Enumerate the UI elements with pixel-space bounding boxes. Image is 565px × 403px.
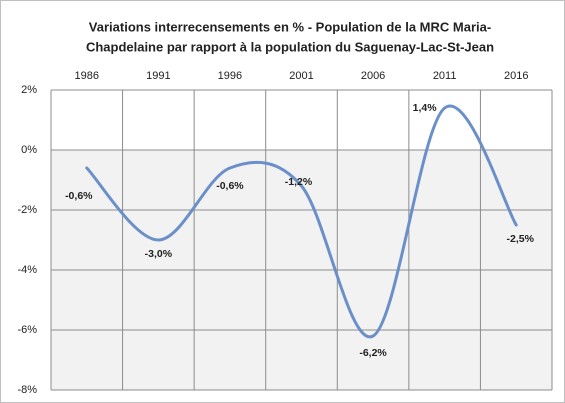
line-series (85, 104, 518, 339)
x-tick-label: 2016 (504, 70, 528, 82)
x-tick-label: 2001 (289, 70, 313, 82)
y-tick-label: -8% (17, 384, 37, 396)
y-tick-label: -4% (17, 264, 37, 276)
chart-title: Chapdelaine par rapport à la population … (86, 39, 494, 54)
data-label: -6,2% (359, 347, 387, 359)
x-tick-label: 1986 (75, 70, 99, 82)
x-tick-label: 2011 (433, 70, 457, 82)
data-label: -2,5% (506, 233, 534, 245)
data-label: -1,2% (285, 176, 313, 188)
chart-title: Variations interrecensements en % - Popu… (89, 19, 491, 34)
x-tick-label: 1996 (218, 70, 242, 82)
x-tick-label: 1991 (146, 70, 170, 82)
data-label: 1,4% (413, 102, 438, 114)
y-tick-label: -2% (17, 204, 37, 216)
data-label: -3,0% (145, 248, 173, 260)
data-label: -0,6% (216, 180, 244, 192)
y-tick-label: 2% (21, 84, 37, 96)
y-tick-label: 0% (21, 144, 37, 156)
y-tick-label: -6% (17, 324, 37, 336)
x-tick-label: 2006 (361, 70, 385, 82)
data-label: -0,6% (65, 190, 93, 202)
